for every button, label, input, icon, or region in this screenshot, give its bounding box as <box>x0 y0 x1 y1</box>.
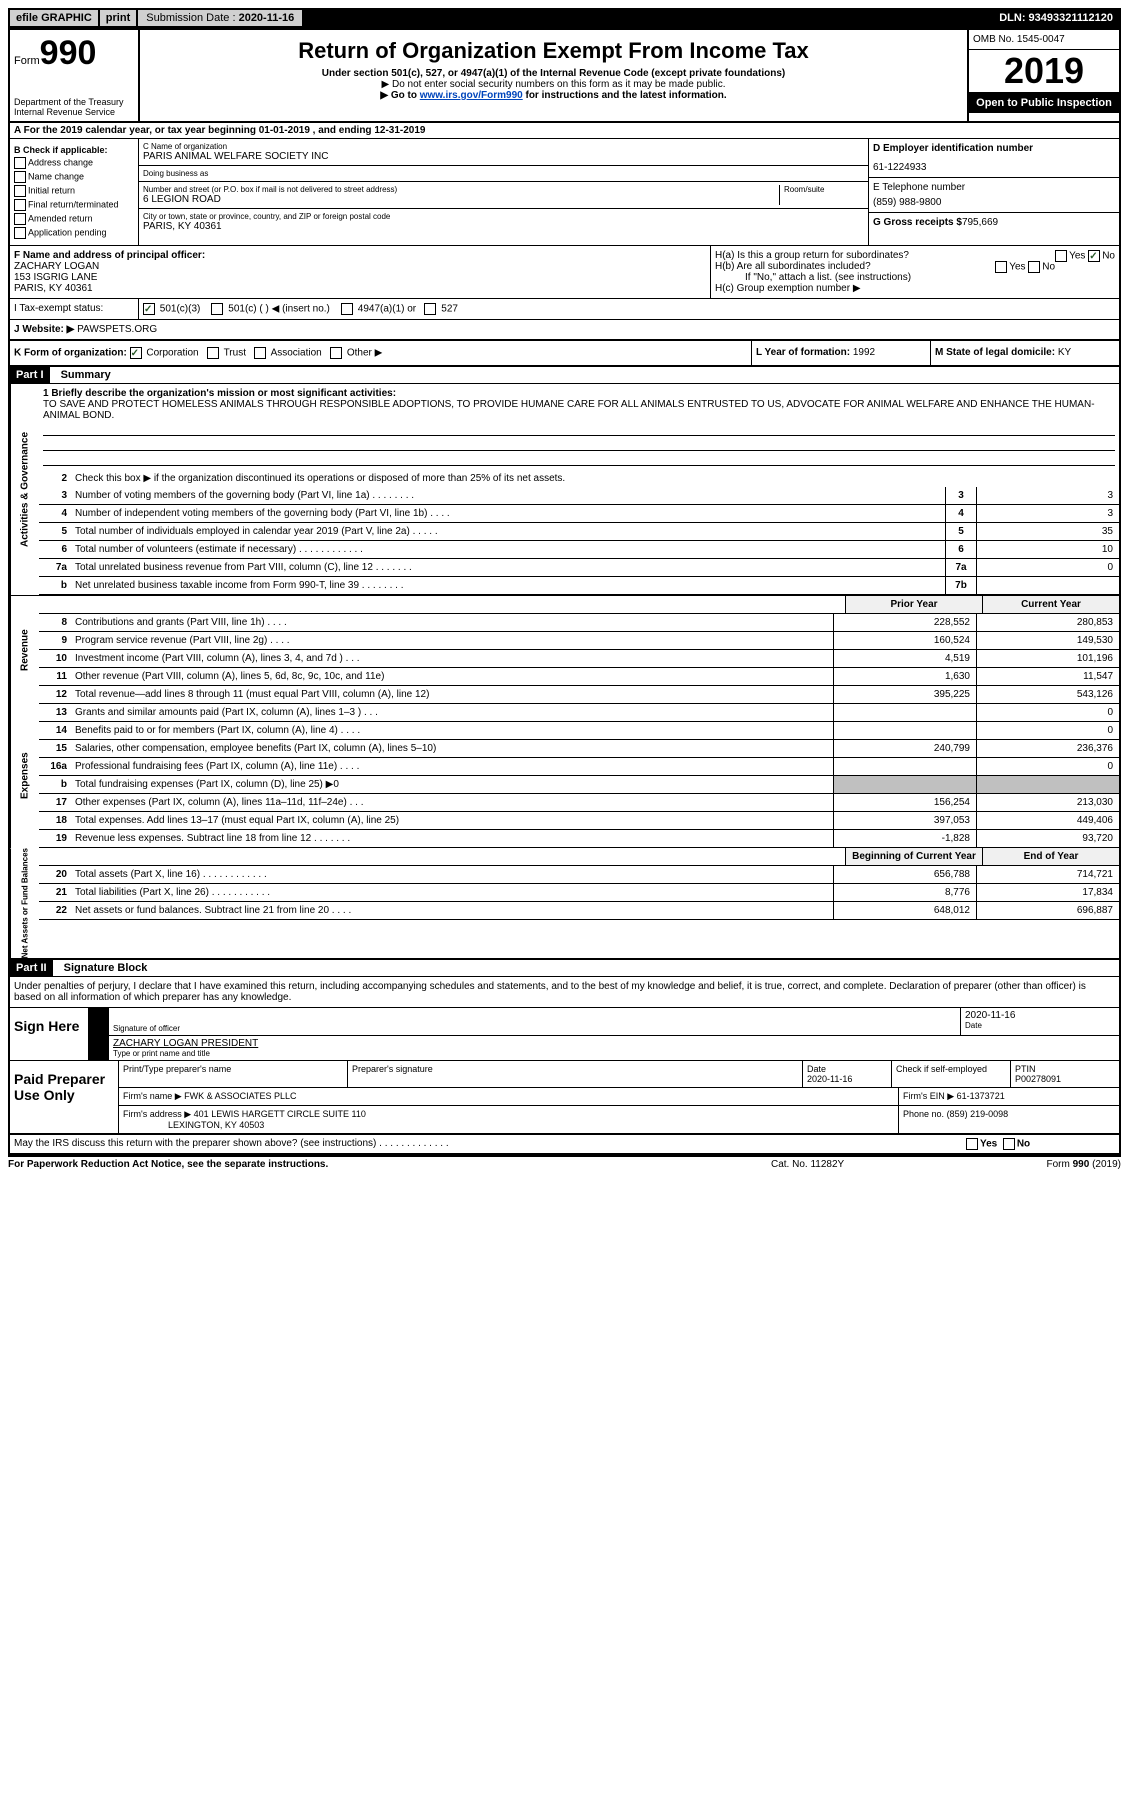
tax-status: I Tax-exempt status: 501(c)(3) 501(c) ( … <box>10 299 1119 320</box>
form-title: Return of Organization Exempt From Incom… <box>144 38 963 64</box>
line-20: 20Total assets (Part X, line 16) . . . .… <box>39 866 1119 884</box>
line-6: 6Total number of volunteers (estimate if… <box>39 541 1119 559</box>
irs-link[interactable]: www.irs.gov/Form990 <box>420 90 523 101</box>
section-f: F Name and address of principal officer:… <box>10 246 710 298</box>
sidebar-activities: Activities & Governance <box>10 384 39 595</box>
mission: 1 Briefly describe the organization's mi… <box>39 384 1119 470</box>
line-15: 15Salaries, other compensation, employee… <box>39 740 1119 758</box>
print-btn[interactable]: print <box>100 10 136 26</box>
footer: For Paperwork Reduction Act Notice, see … <box>8 1157 1121 1170</box>
line-5: 5Total number of individuals employed in… <box>39 523 1119 541</box>
org-name: PARIS ANIMAL WELFARE SOCIETY INC <box>143 151 864 162</box>
phone: (859) 988-9800 <box>873 193 1115 208</box>
form-number: 990 <box>40 34 97 72</box>
line-19: 19Revenue less expenses. Subtract line 1… <box>39 830 1119 848</box>
section-de: D Employer identification number 61-1224… <box>868 139 1119 245</box>
line-9: 9Program service revenue (Part VIII, lin… <box>39 632 1119 650</box>
irs-discuss: May the IRS discuss this return with the… <box>10 1135 1119 1155</box>
row-k: K Form of organization: Corporation Trus… <box>10 341 1119 367</box>
sign-here: Sign Here Signature of officer 2020-11-1… <box>10 1007 1119 1061</box>
line-14: 14Benefits paid to or for members (Part … <box>39 722 1119 740</box>
line-8: 8Contributions and grants (Part VIII, li… <box>39 614 1119 632</box>
omb-number: OMB No. 1545-0047 <box>969 30 1119 50</box>
gross-receipts: 795,669 <box>962 217 998 228</box>
dln: DLN: 93493321112120 <box>999 12 1119 24</box>
topbar: efile GRAPHIC print Submission Date : 20… <box>8 8 1121 28</box>
line-11: 11Other revenue (Part VIII, column (A), … <box>39 668 1119 686</box>
part-2-header: Part II Signature Block <box>10 958 1119 977</box>
website: J Website: ▶ PAWSPETS.ORG <box>10 320 1119 341</box>
officer-name: ZACHARY LOGAN PRESIDENT <box>113 1038 1115 1049</box>
section-c: C Name of organization PARIS ANIMAL WELF… <box>139 139 868 245</box>
line-b: bNet unrelated business taxable income f… <box>39 577 1119 595</box>
department: Department of the Treasury Internal Reve… <box>14 97 134 117</box>
line-7a: 7aTotal unrelated business revenue from … <box>39 559 1119 577</box>
open-public: Open to Public Inspection <box>969 93 1119 113</box>
firm-name: FWK & ASSOCIATES PLLC <box>184 1091 296 1101</box>
line-13: 13Grants and similar amounts paid (Part … <box>39 704 1119 722</box>
tax-year-range: A For the 2019 calendar year, or tax yea… <box>10 123 1119 139</box>
line-b: bTotal fundraising expenses (Part IX, co… <box>39 776 1119 794</box>
line-21: 21Total liabilities (Part X, line 26) . … <box>39 884 1119 902</box>
penalty-text: Under penalties of perjury, I declare th… <box>10 977 1119 1007</box>
part-1-header: Part I Summary <box>10 367 1119 384</box>
tax-year: 2019 <box>969 50 1119 93</box>
sidebar-revenue: Revenue <box>10 596 39 704</box>
line-16a: 16aProfessional fundraising fees (Part I… <box>39 758 1119 776</box>
sidebar-expenses: Expenses <box>10 704 39 848</box>
ein: 61-1224933 <box>873 154 1115 173</box>
line-17: 17Other expenses (Part IX, column (A), l… <box>39 794 1119 812</box>
line-22: 22Net assets or fund balances. Subtract … <box>39 902 1119 920</box>
section-b: B Check if applicable: Address change Na… <box>10 139 139 245</box>
org-address: 6 LEGION ROAD <box>143 194 779 205</box>
section-h: H(a) Is this a group return for subordin… <box>710 246 1119 298</box>
line-4: 4Number of independent voting members of… <box>39 505 1119 523</box>
form-header: Form990 Department of the Treasury Inter… <box>10 30 1119 123</box>
sidebar-net-assets: Net Assets or Fund Balances <box>10 848 39 958</box>
paid-preparer: Paid Preparer Use Only Print/Type prepar… <box>10 1061 1119 1135</box>
org-city: PARIS, KY 40361 <box>143 221 864 232</box>
line-3: 3Number of voting members of the governi… <box>39 487 1119 505</box>
line-18: 18Total expenses. Add lines 13–17 (must … <box>39 812 1119 830</box>
line-10: 10Investment income (Part VIII, column (… <box>39 650 1119 668</box>
efile-btn[interactable]: efile GRAPHIC <box>10 10 98 26</box>
submission-date: Submission Date : 2020-11-16 <box>138 10 302 26</box>
line-12: 12Total revenue—add lines 8 through 11 (… <box>39 686 1119 704</box>
